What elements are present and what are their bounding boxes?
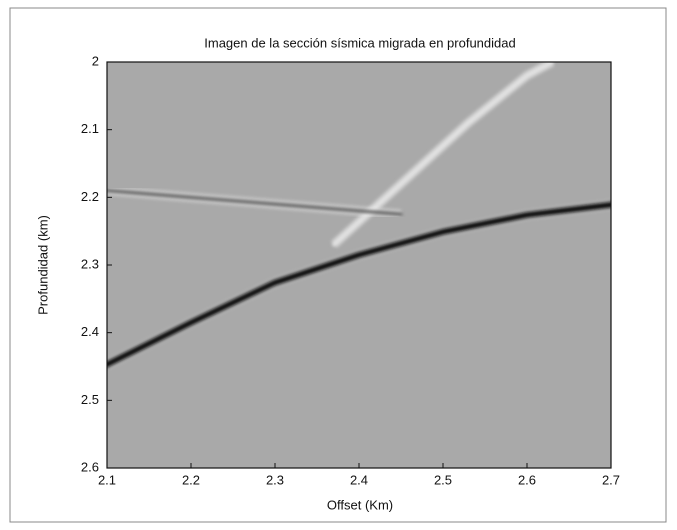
x-axis-label: Offset (Km) bbox=[327, 497, 393, 512]
x-tick-label: 2.6 bbox=[518, 472, 536, 487]
y-tick-label: 2.6 bbox=[81, 459, 99, 474]
y-tick-label: 2.4 bbox=[81, 324, 99, 339]
frame bbox=[9, 7, 667, 523]
x-tick-label: 2.2 bbox=[182, 472, 200, 487]
chart-title: Imagen de la sección sísmica migrada en … bbox=[204, 35, 515, 50]
y-tick-label: 2.3 bbox=[81, 256, 99, 271]
x-tick-label: 2.1 bbox=[98, 472, 116, 487]
reflector bbox=[332, 62, 554, 247]
y-tick-label: 2.5 bbox=[81, 392, 99, 407]
plot-area bbox=[107, 62, 611, 468]
y-tick-label: 2.2 bbox=[81, 189, 99, 204]
reflector bbox=[107, 201, 611, 368]
data-layer bbox=[107, 62, 611, 369]
x-tick-label: 2.5 bbox=[434, 472, 452, 487]
y-axis-label: Profundidad (km) bbox=[35, 215, 50, 315]
y-tick-label: 2 bbox=[92, 53, 99, 68]
y-tick-label: 2.1 bbox=[81, 121, 99, 136]
x-tick-label: 2.3 bbox=[266, 472, 284, 487]
reflector bbox=[107, 189, 403, 216]
x-tick-label: 2.4 bbox=[350, 472, 368, 487]
x-tick-label: 2.7 bbox=[602, 472, 620, 487]
